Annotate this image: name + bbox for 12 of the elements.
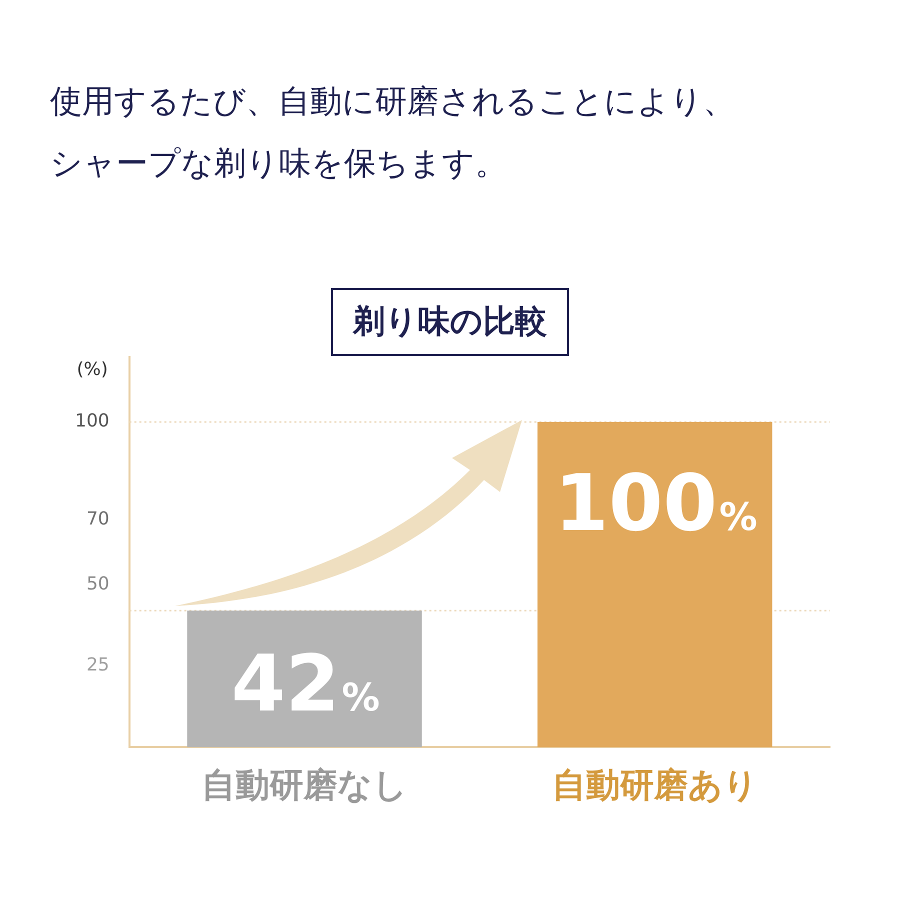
y-tick-label: 25 — [86, 654, 110, 676]
x-tick-label: 自動研磨なし — [202, 765, 408, 806]
text: シャープな剃り味を保ちます。 — [50, 143, 508, 184]
chart-title: 剃り味の比較 — [331, 288, 569, 356]
y-tick-label: 50 — [86, 573, 110, 594]
text: 使用するたび、自動に研磨されることにより、 — [50, 81, 736, 122]
y-tick-label: 70 — [86, 508, 110, 530]
x-tick-label: 自動研磨あり — [552, 765, 758, 806]
y-tick-label: 100 — [74, 410, 110, 432]
data-label: 42% — [231, 640, 380, 730]
data-label: 100% — [554, 459, 758, 550]
y-axis-title: (%) — [76, 359, 108, 380]
